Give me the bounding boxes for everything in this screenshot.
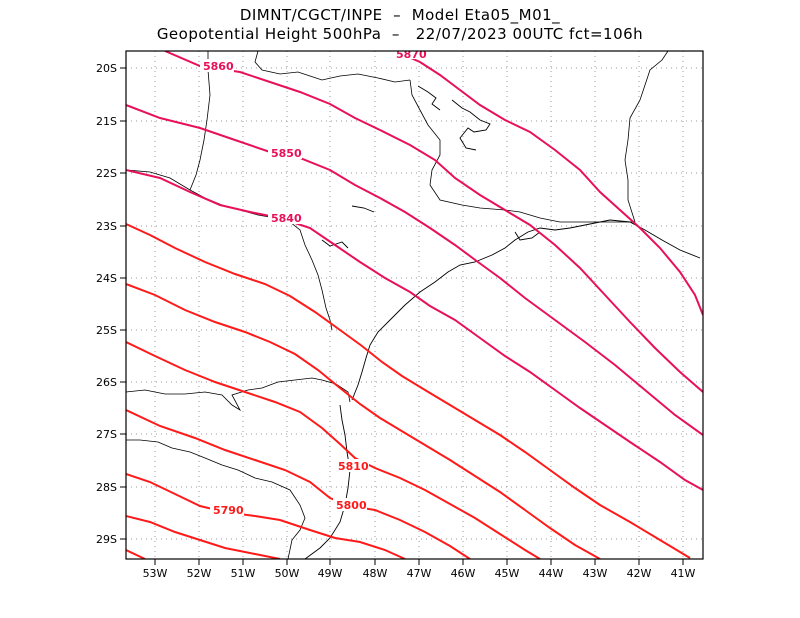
contour-label-5840: 5840 (271, 212, 302, 225)
contour-5770 (126, 549, 146, 559)
contour-lines-magenta (126, 51, 703, 491)
contour-5810 (126, 341, 541, 559)
lat-label: 25S (96, 324, 117, 337)
lon-label: 41W (671, 567, 696, 580)
lat-label: 20S (96, 62, 117, 75)
contour-label-5870: 5870 (396, 48, 427, 61)
contour-5790 (126, 473, 406, 559)
lat-lon-grid (126, 51, 703, 559)
contour-label-5860: 5860 (203, 60, 234, 73)
contour-label-5810: 5810 (338, 460, 369, 473)
contour-5780 (126, 515, 281, 559)
lat-labels: 20S 21S 22S 23S 24S 25S 26S 27S 28S 29S (96, 62, 117, 546)
lon-label: 50W (275, 567, 300, 580)
contour-5870 (394, 51, 703, 316)
lon-label: 42W (627, 567, 652, 580)
tick-marks (120, 67, 684, 565)
lon-label: 43W (583, 567, 608, 580)
lat-label: 23S (96, 220, 117, 233)
map-frame (125, 50, 704, 560)
contour-5830 (126, 223, 691, 559)
lon-labels: 53W 52W 51W 50W 49W 48W 47W 46W 45W 44W … (143, 567, 696, 580)
contour-label-5850: 5850 (271, 147, 302, 160)
contour-label-5790: 5790 (213, 504, 244, 517)
contour-lines-red (126, 223, 691, 559)
lat-label: 26S (96, 376, 117, 389)
lat-label: 21S (96, 115, 117, 128)
lat-label: 24S (96, 272, 117, 285)
lon-label: 51W (231, 567, 256, 580)
lat-label: 22S (96, 167, 117, 180)
coastline (304, 85, 701, 559)
map-title-line-2: Geopotential Height 500hPa – 22/07/2023 … (156, 25, 644, 43)
map-title-line-1: DIMNT/CGCT/INPE – Model Eta05_M01_ (239, 6, 561, 24)
lon-label: 45W (495, 567, 520, 580)
contour-5820 (126, 283, 601, 559)
lon-label: 46W (451, 567, 476, 580)
lon-label: 53W (143, 567, 168, 580)
lon-label: 44W (539, 567, 564, 580)
lon-label: 48W (363, 567, 388, 580)
contour-label-5800: 5800 (336, 499, 367, 512)
lat-label: 29S (96, 533, 117, 546)
lon-label: 52W (187, 567, 212, 580)
contour-labels: 5870 5860 5850 5840 5810 5800 5790 (200, 48, 427, 517)
lat-label: 28S (96, 481, 117, 494)
state-borders (126, 51, 669, 559)
contour-5800 (126, 409, 471, 559)
contour-5840 (126, 169, 703, 491)
lat-label: 27S (96, 428, 117, 441)
contour-5850 (126, 104, 703, 436)
lon-label: 49W (318, 567, 343, 580)
contour-5860 (164, 51, 703, 393)
lon-label: 47W (407, 567, 432, 580)
